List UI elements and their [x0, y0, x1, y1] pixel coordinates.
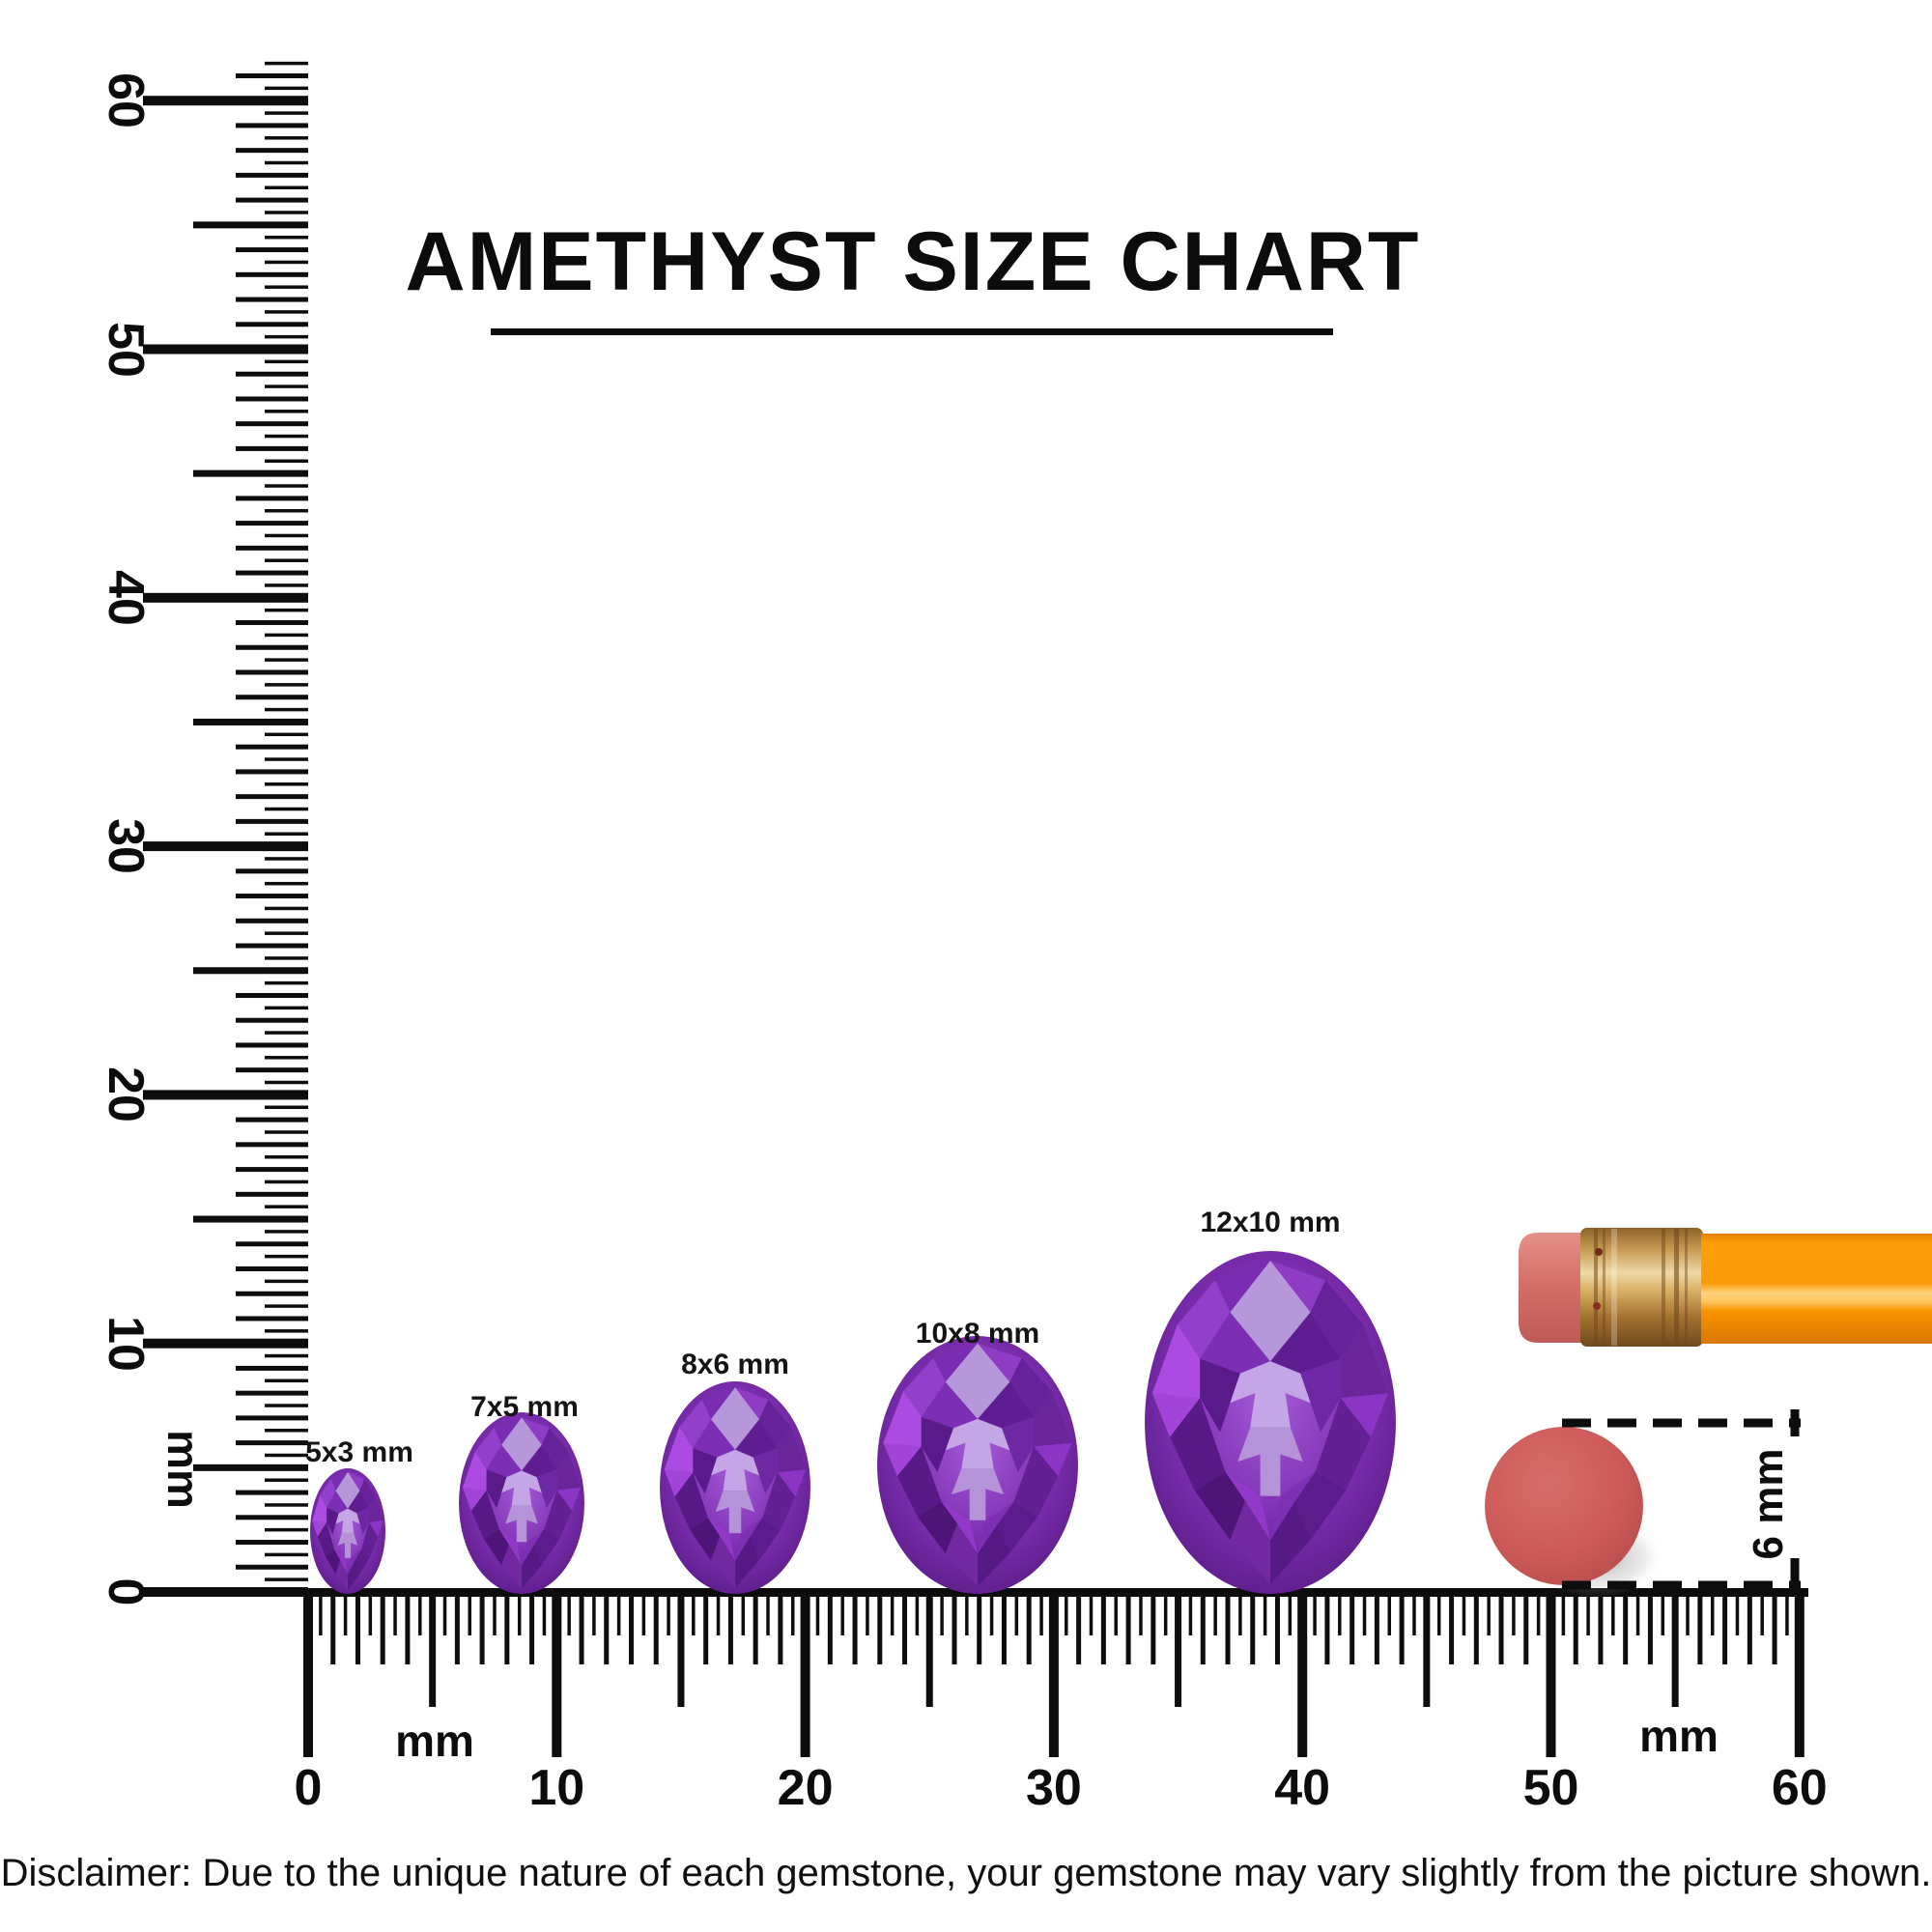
gem-12x10mm — [1145, 1251, 1396, 1594]
gem-label-10x8mm: 10x8 mm — [915, 1318, 1040, 1350]
horizontal-ruler-label-20: 20 — [777, 1760, 834, 1816]
horizontal-ruler-label-30: 30 — [1025, 1760, 1082, 1816]
horizontal-ruler-unit-right: mm — [1639, 1711, 1719, 1761]
horizontal-ruler-unit-left: mm — [395, 1716, 474, 1766]
vertical-ruler-label-50: 50 — [98, 321, 154, 378]
disclaimer-text: Disclaimer: Due to the unique nature of … — [0, 1852, 1932, 1894]
eraser-disc — [1485, 1427, 1643, 1585]
horizontal-ruler — [303, 1592, 1804, 1757]
gem-5x3mm — [310, 1468, 385, 1594]
horizontal-ruler-label-0: 0 — [294, 1760, 323, 1816]
pencil-ferrule — [1580, 1228, 1703, 1347]
title-underline — [491, 328, 1333, 335]
pencil-body — [1701, 1234, 1932, 1344]
gem-label-8x6mm: 8x6 mm — [681, 1349, 789, 1380]
gem-label-5x3mm: 5x3 mm — [305, 1436, 413, 1468]
gem-label-12x10mm: 12x10 mm — [1200, 1207, 1341, 1238]
horizontal-ruler-label-60: 60 — [1771, 1760, 1828, 1816]
pencil-image — [1519, 1228, 1932, 1347]
horizontal-ruler-label-40: 40 — [1274, 1760, 1331, 1816]
vertical-ruler-label-0: 0 — [98, 1577, 154, 1606]
horizontal-ruler-label-50: 50 — [1522, 1760, 1579, 1816]
horizontal-ruler-baseline — [303, 1588, 1808, 1597]
vertical-ruler-label-10: 10 — [98, 1315, 154, 1372]
vertical-ruler-label-40: 40 — [98, 569, 154, 626]
page-title: AMETHYST SIZE CHART — [405, 215, 1421, 308]
six-mm-callout — [1562, 1409, 1801, 1590]
gem-8x6mm — [660, 1381, 810, 1594]
vertical-ruler-label-30: 30 — [98, 818, 154, 875]
gem-7x5mm — [459, 1412, 584, 1594]
six-mm-label: 6 mm — [1745, 1448, 1792, 1560]
vertical-ruler-label-60: 60 — [98, 72, 154, 129]
horizontal-ruler-label-10: 10 — [528, 1760, 585, 1816]
vertical-ruler — [143, 61, 308, 1597]
vertical-ruler-label-20: 20 — [98, 1066, 154, 1123]
gem-label-7x5mm: 7x5 mm — [470, 1391, 579, 1423]
gem-10x8mm — [877, 1336, 1078, 1594]
pencil-eraser — [1519, 1233, 1582, 1343]
vertical-ruler-unit: mm — [158, 1430, 209, 1509]
